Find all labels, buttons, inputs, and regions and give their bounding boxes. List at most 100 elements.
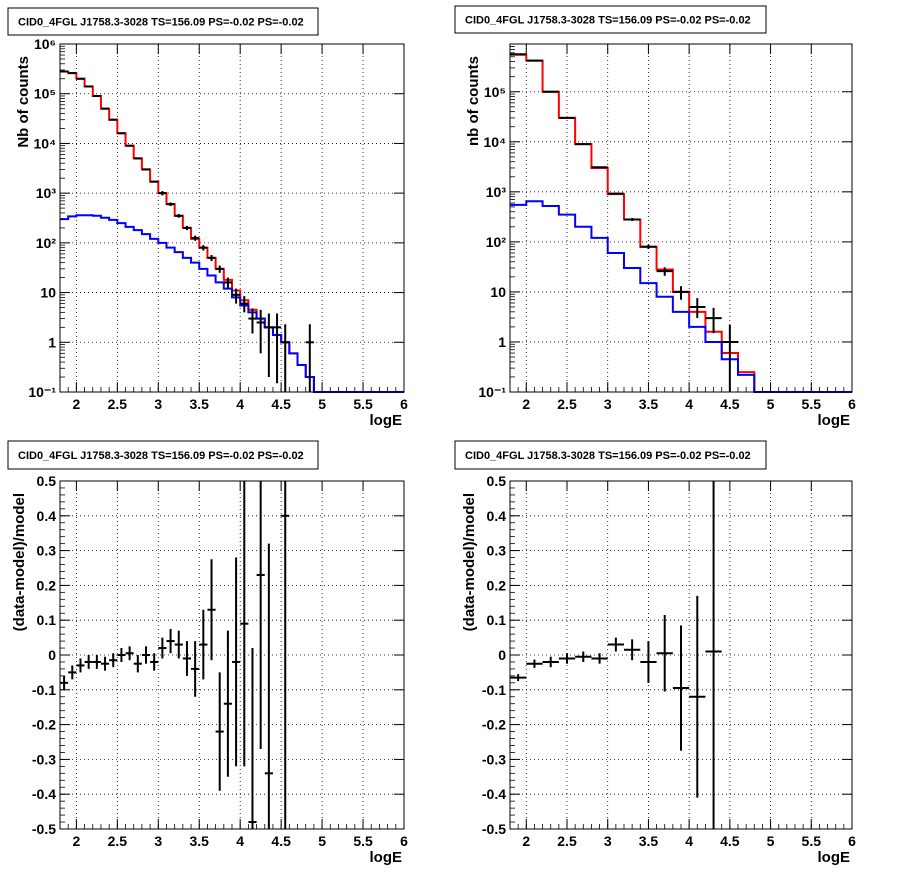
- x-axis-title: logE: [370, 849, 403, 866]
- x-tick-label: 4: [236, 833, 244, 849]
- y-tick-label: 0.2: [487, 577, 507, 593]
- residual-point: [100, 656, 110, 671]
- x-tick-label: 6: [400, 396, 408, 412]
- y-tick-label: 10⁻¹: [478, 384, 506, 400]
- x-axis-title: logE: [818, 412, 851, 429]
- residual-point: [542, 656, 559, 668]
- residual-point: [133, 655, 142, 673]
- x-tick-label: 4: [236, 396, 244, 412]
- x-tick-label: 6: [848, 833, 856, 849]
- residual-point: [223, 630, 232, 777]
- y-tick-label: 0.3: [37, 543, 57, 559]
- y-tick-label: 0.2: [37, 577, 57, 593]
- title-box: [7, 440, 319, 470]
- y-tick-label: 10³: [36, 185, 57, 201]
- residual-point: [199, 609, 208, 680]
- x-tick-label: 2: [72, 833, 80, 849]
- y-tick-label: -0.4: [482, 786, 506, 802]
- y-tick-label: -0.3: [482, 751, 506, 767]
- residual-point: [591, 653, 608, 664]
- y-tick-label: 0.1: [487, 612, 507, 628]
- x-tick-label: 3.5: [639, 833, 659, 849]
- x-tick-label: 2: [72, 396, 80, 412]
- x-axis-title: logE: [818, 849, 851, 866]
- residual-point: [109, 653, 118, 668]
- chart-panel-4: CID0_4FGL J1758.3-3028 TS=156.09 PS=-0.0…: [454, 440, 856, 866]
- x-tick-label: 2: [522, 396, 530, 412]
- residual-point: [640, 641, 657, 683]
- y-axis-title: nb of counts: [465, 56, 482, 146]
- y-tick-label: -0.4: [32, 786, 56, 802]
- y-tick-label: -0.5: [32, 821, 56, 837]
- y-tick-label: 0.1: [37, 612, 57, 628]
- residual-point: [705, 481, 722, 829]
- data-point: [174, 214, 183, 218]
- data-point: [199, 245, 208, 251]
- x-tick-label: 5.5: [353, 396, 373, 412]
- chart-title: CID0_4FGL J1758.3-3028 TS=156.09 PS=-0.0…: [465, 15, 751, 27]
- residual-point: [558, 653, 576, 664]
- x-tick-label: 4: [685, 396, 693, 412]
- data-point: [248, 308, 257, 334]
- x-tick-label: 5: [318, 833, 326, 849]
- series-line-2: [60, 214, 404, 393]
- x-tick-label: 2: [522, 833, 530, 849]
- x-tick-label: 3: [154, 833, 162, 849]
- chart-panel-1: CID0_4FGL J1758.3-3028 TS=156.09 PS=-0.0…: [7, 7, 408, 429]
- y-tick-label: 10: [40, 285, 56, 301]
- data-point: [191, 235, 200, 241]
- x-tick-label: 3.5: [190, 396, 210, 412]
- chart-panel-3: CID0_4FGL J1758.3-3028 TS=156.09 PS=-0.0…: [7, 440, 408, 866]
- y-tick-label: -0.1: [32, 682, 56, 698]
- y-tick-label: -0.3: [32, 751, 56, 767]
- data-point: [656, 267, 673, 276]
- residual-point: [84, 655, 93, 669]
- y-tick-label: -0.5: [482, 821, 506, 837]
- x-tick-label: 3: [154, 396, 162, 412]
- residual-point: [174, 630, 183, 659]
- y-tick-label: 10²: [36, 235, 57, 251]
- x-tick-label: 6: [400, 833, 408, 849]
- residual-point: [575, 651, 592, 662]
- y-tick-label: 10⁴: [34, 135, 57, 151]
- residual-point: [215, 672, 224, 791]
- data-point: [158, 191, 167, 196]
- y-tick-label: 0.5: [37, 473, 57, 489]
- residual-point: [141, 646, 151, 664]
- residual-point: [232, 557, 241, 767]
- data-point: [624, 218, 641, 222]
- residual-point: [240, 481, 249, 767]
- x-tick-label: 4.5: [271, 396, 291, 412]
- y-tick-label: 10⁻¹: [28, 384, 56, 400]
- residual-point: [158, 637, 167, 659]
- x-tick-label: 4: [685, 833, 693, 849]
- chart-title: CID0_4FGL J1758.3-3028 TS=156.09 PS=-0.0…: [18, 17, 304, 29]
- x-tick-label: 3.5: [639, 396, 659, 412]
- data-point: [256, 309, 265, 354]
- residual-point: [656, 614, 673, 692]
- chart-panel-2: CID0_4FGL J1758.3-3028 TS=156.09 PS=-0.0…: [454, 5, 856, 429]
- residual-point: [281, 481, 290, 829]
- data-point: [207, 254, 216, 262]
- residual-point: [624, 639, 641, 661]
- x-tick-label: 6: [848, 396, 856, 412]
- y-axis-title: (data-model)/model: [461, 493, 478, 631]
- y-tick-label: 0.4: [487, 508, 507, 524]
- data-point: [607, 192, 624, 195]
- data-point: [215, 265, 224, 273]
- residual-point: [264, 543, 273, 829]
- data-point: [721, 324, 738, 392]
- y-tick-label: 0: [498, 647, 506, 663]
- residual-point: [191, 641, 200, 697]
- data-point: [264, 313, 273, 378]
- y-axis-title: Nb of counts: [15, 56, 32, 148]
- y-tick-label: -0.1: [482, 682, 506, 698]
- residual-point: [125, 646, 134, 661]
- y-tick-label: 1: [498, 334, 506, 350]
- y-tick-label: 10³: [486, 184, 507, 200]
- data-point: [689, 298, 706, 319]
- data-point: [272, 313, 282, 384]
- y-tick-label: 10⁶: [34, 36, 56, 52]
- residual-point: [510, 674, 527, 682]
- x-tick-label: 5: [767, 833, 775, 849]
